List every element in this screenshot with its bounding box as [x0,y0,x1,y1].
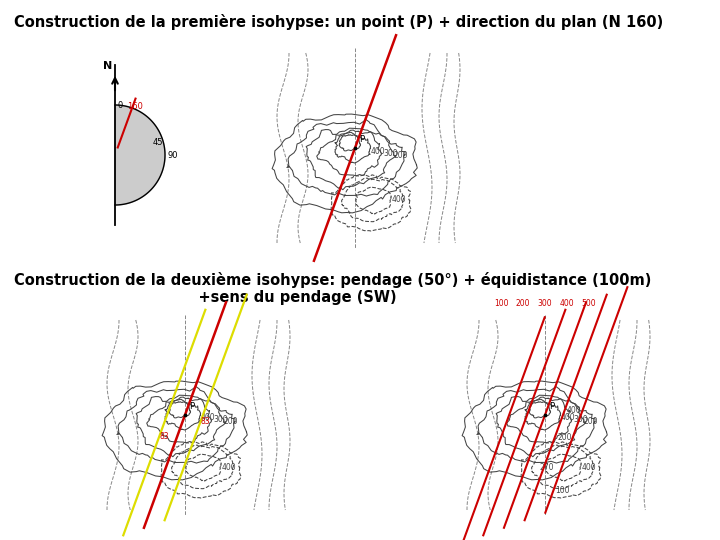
Text: 400: 400 [567,406,582,415]
Text: 90: 90 [167,151,178,159]
Text: 200: 200 [557,433,572,442]
Text: 400: 400 [201,414,215,422]
Polygon shape [115,105,165,205]
Text: 200: 200 [583,417,598,427]
Text: 400: 400 [582,462,597,471]
Text: 200: 200 [393,151,408,159]
Text: 400: 400 [561,414,575,422]
Text: N: N [103,61,112,71]
Text: 400: 400 [559,299,575,307]
Text: 400: 400 [392,195,407,205]
Text: 45: 45 [153,138,163,147]
Text: Construction de la deuxième isohypse: pendage (50°) + équidistance (100m)
      : Construction de la deuxième isohypse: pe… [14,272,652,306]
Text: 200: 200 [516,299,530,307]
Text: P: P [549,402,554,411]
Text: P: P [189,402,194,411]
Text: 500: 500 [582,299,596,307]
Text: 83: 83 [159,431,168,441]
Text: 160: 160 [127,102,143,111]
Text: Construction de la première isohypse: un point (P) + direction du plan (N 160): Construction de la première isohypse: un… [14,14,663,30]
Text: 300: 300 [538,299,552,307]
Text: 0: 0 [118,100,123,110]
Text: 100: 100 [494,299,508,307]
Text: 200: 200 [223,417,238,427]
Text: 300: 300 [383,148,397,158]
Text: 400: 400 [222,462,237,471]
Text: 270: 270 [540,463,554,472]
Text: 400: 400 [371,146,386,156]
Text: 83: 83 [201,416,210,426]
Text: 300: 300 [573,415,588,424]
Text: 100: 100 [555,486,570,495]
Text: 300: 300 [213,415,228,424]
Text: P: P [359,135,364,144]
